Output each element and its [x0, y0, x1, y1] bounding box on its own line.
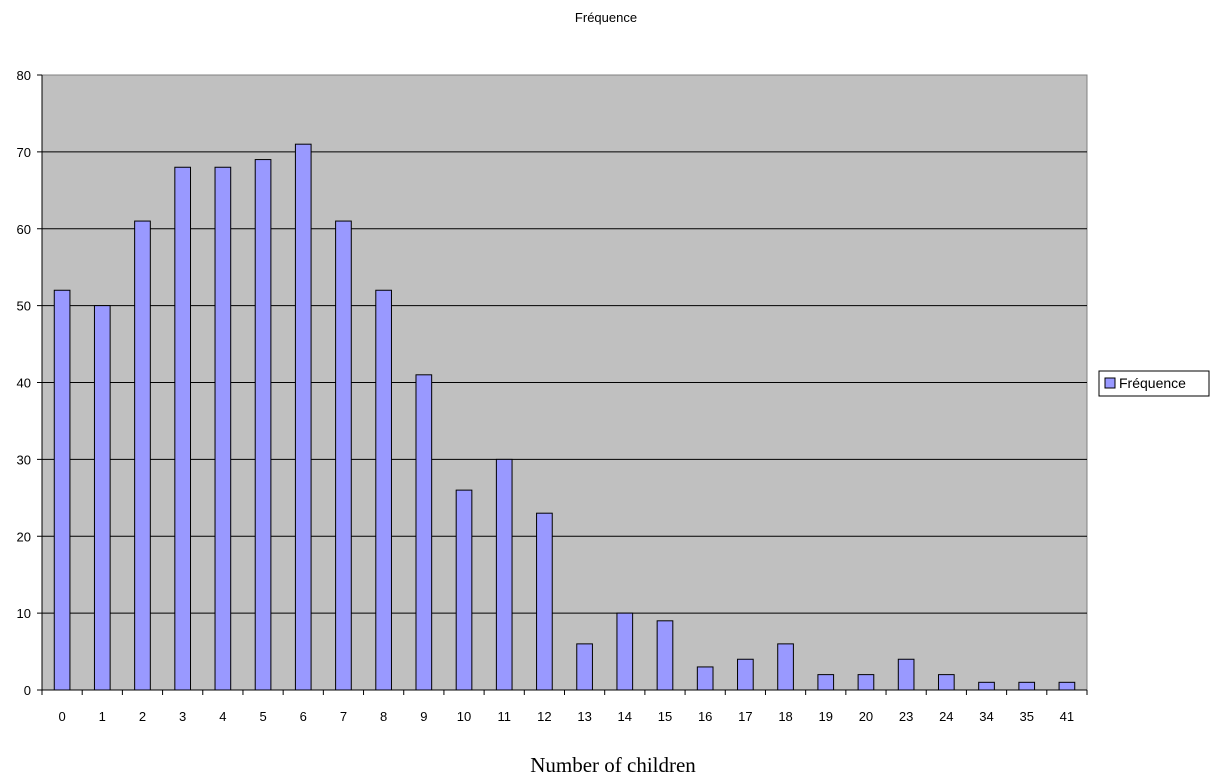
- bar: [857, 674, 875, 691]
- bar: [1058, 681, 1076, 691]
- x-tick-label: 23: [899, 709, 913, 724]
- x-tick-label: 8: [380, 709, 387, 724]
- y-tick-label: 0: [24, 683, 31, 698]
- y-axis: 0 10 20 30 40 50 60 70 80: [17, 68, 43, 698]
- legend: Fréquence: [1098, 370, 1210, 397]
- bar: [254, 159, 272, 691]
- bar: [455, 489, 473, 691]
- x-tick-label: 41: [1060, 709, 1074, 724]
- x-tick-label: 19: [819, 709, 833, 724]
- x-tick-label: 17: [738, 709, 752, 724]
- bar: [214, 166, 232, 691]
- bar: [536, 512, 553, 691]
- bar: [134, 220, 151, 691]
- x-tick-label: 6: [300, 709, 307, 724]
- bar: [656, 620, 674, 691]
- x-tick-label: 15: [658, 709, 672, 724]
- x-tick-label: 12: [537, 709, 551, 724]
- x-tick-label: 34: [979, 709, 993, 724]
- bar: [335, 220, 352, 691]
- x-tick-label: 13: [577, 709, 591, 724]
- bars: [53, 143, 1076, 691]
- x-tick-label: 35: [1019, 709, 1033, 724]
- x-axis-label: Number of children: [530, 753, 696, 777]
- bar: [53, 289, 71, 691]
- bar: [415, 374, 433, 691]
- x-tick-label: 10: [457, 709, 471, 724]
- x-axis: 0 1 2 3 4 5 6 7 8 9 10 11 12 13 14 15 16 17 18 19 20 23 24 34 35…: [41, 689, 1088, 724]
- x-tick-label: 14: [618, 709, 632, 724]
- y-tick-label: 40: [17, 376, 31, 391]
- bar: [174, 166, 192, 691]
- bar: [495, 458, 513, 691]
- x-tick-label: 9: [420, 709, 427, 724]
- legend-swatch: [1104, 377, 1116, 389]
- legend-label: Fréquence: [1119, 375, 1186, 391]
- x-tick-label: 16: [698, 709, 712, 724]
- y-tick-label: 60: [17, 222, 31, 237]
- bar: [93, 305, 111, 691]
- x-tick-label: 20: [859, 709, 873, 724]
- x-tick-label: 24: [939, 709, 953, 724]
- chart-title: Fréquence: [575, 10, 637, 25]
- bar: [375, 289, 392, 691]
- y-tick-label: 10: [17, 606, 31, 621]
- y-tick-label: 80: [17, 68, 31, 83]
- y-tick-label: 30: [17, 452, 31, 467]
- x-tick-label: 2: [139, 709, 146, 724]
- x-tick-label: 4: [219, 709, 226, 724]
- y-tick-label: 20: [17, 529, 31, 544]
- bar: [937, 674, 955, 691]
- x-tick-label: 5: [259, 709, 266, 724]
- x-tick-label: 3: [179, 709, 186, 724]
- bar: [737, 658, 754, 691]
- bar: [576, 643, 593, 691]
- x-tick-label: 7: [340, 709, 347, 724]
- x-tick-label: 1: [99, 709, 106, 724]
- bar: [616, 612, 634, 691]
- bar: [696, 666, 714, 691]
- x-tick-label: 11: [497, 709, 511, 724]
- legend-box: [1098, 370, 1210, 397]
- bar: [897, 658, 915, 691]
- y-tick-label: 70: [17, 145, 31, 160]
- x-tick-label: 18: [778, 709, 792, 724]
- y-tick-label: 50: [17, 299, 31, 314]
- x-tick-label: 0: [58, 709, 65, 724]
- bar: [294, 143, 312, 691]
- bar: [817, 674, 835, 691]
- bar: [777, 643, 794, 691]
- bar: [1018, 681, 1036, 691]
- bar: [978, 681, 995, 691]
